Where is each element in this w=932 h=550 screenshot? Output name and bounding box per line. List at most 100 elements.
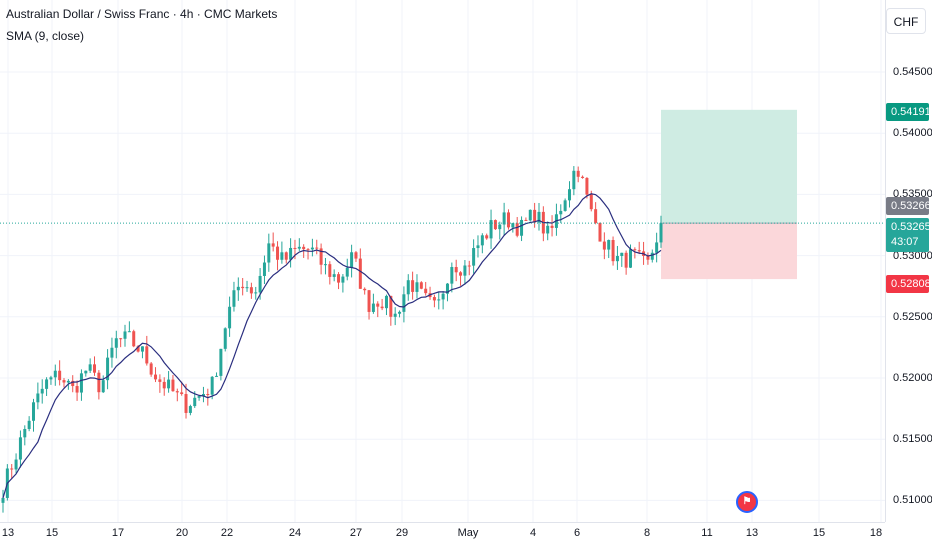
- candle: [180, 381, 184, 396]
- candle: [167, 371, 171, 393]
- candle-body: [489, 220, 493, 239]
- candle-body: [262, 262, 266, 276]
- candle-body: [188, 406, 192, 413]
- last-close-price-tag: 0.53266: [886, 197, 931, 215]
- candle: [236, 277, 240, 301]
- take-profit-zone[interactable]: [661, 109, 797, 224]
- candle-body: [249, 287, 253, 294]
- candle: [184, 383, 188, 419]
- candle-body: [563, 200, 567, 211]
- candle-body: [367, 290, 371, 312]
- candle: [633, 247, 637, 259]
- candle-body: [437, 299, 441, 301]
- candle: [315, 239, 319, 255]
- candle-body: [602, 241, 606, 250]
- candle: [581, 175, 585, 179]
- time-tick: 18: [869, 527, 883, 539]
- candle-body: [101, 380, 105, 393]
- candle: [367, 289, 371, 320]
- candle: [493, 219, 497, 230]
- candle-body: [393, 313, 397, 317]
- price-tick: 0.54000: [893, 127, 932, 140]
- currency-button[interactable]: CHF: [886, 8, 926, 34]
- candle-body: [650, 252, 654, 260]
- candle: [541, 206, 545, 242]
- candle: [132, 329, 136, 348]
- candle-body: [441, 293, 445, 300]
- time-axis-border: [0, 522, 885, 523]
- candle: [197, 395, 201, 401]
- candle: [380, 298, 384, 311]
- price-tick: 0.51500: [893, 433, 932, 446]
- candle: [337, 272, 341, 290]
- candle-body: [228, 306, 232, 329]
- candle-body: [10, 468, 14, 470]
- candle-body: [594, 209, 598, 223]
- time-tick: 13: [745, 527, 759, 539]
- candle-body: [267, 243, 271, 263]
- candle-body: [158, 379, 162, 382]
- candle: [450, 262, 454, 293]
- candle-body: [258, 275, 262, 293]
- price-tick: 0.53000: [893, 249, 932, 262]
- candle: [71, 375, 75, 393]
- candle-body: [123, 331, 127, 339]
- broker-logo-icon[interactable]: ⚑: [736, 491, 758, 513]
- grid-lines: [0, 0, 885, 522]
- candle: [506, 209, 510, 230]
- take-profit-price-tag: 0.54191: [886, 103, 931, 121]
- candle: [40, 379, 44, 404]
- candle: [271, 232, 275, 252]
- candle: [650, 249, 654, 263]
- candle-body: [585, 177, 589, 195]
- time-tick: 15: [812, 527, 826, 539]
- candle: [210, 376, 214, 400]
- price-tick: 0.51000: [893, 494, 932, 507]
- candle: [306, 248, 310, 260]
- candle: [332, 269, 336, 282]
- candle-body: [472, 248, 476, 266]
- candle: [310, 238, 314, 257]
- candle-body: [215, 375, 219, 377]
- candle: [254, 286, 258, 300]
- candle: [398, 310, 402, 318]
- candle-body: [32, 402, 36, 421]
- candle-body: [581, 176, 585, 178]
- candle-body: [402, 294, 406, 312]
- candle-body: [384, 295, 388, 309]
- candle: [467, 260, 471, 276]
- candle: [363, 287, 367, 295]
- candle: [36, 382, 40, 410]
- candle: [585, 177, 589, 199]
- candle-body: [520, 219, 524, 236]
- candle-body: [620, 252, 624, 256]
- candle: [284, 251, 288, 264]
- time-tick: 17: [111, 527, 125, 539]
- candle-body: [302, 246, 306, 250]
- candle-body: [615, 255, 619, 262]
- stop-loss-zone[interactable]: [661, 223, 797, 280]
- candle: [620, 252, 624, 267]
- price-chart[interactable]: [0, 0, 885, 522]
- candle: [323, 257, 327, 275]
- candle-body: [328, 264, 332, 277]
- candle-body: [171, 379, 175, 392]
- sma-legend[interactable]: SMA (9, close): [6, 29, 85, 43]
- candle: [276, 241, 280, 271]
- candle: [53, 364, 57, 386]
- candle: [406, 274, 410, 301]
- candle-body: [559, 210, 563, 215]
- candle: [145, 335, 149, 366]
- price-tick: 0.54500: [893, 66, 932, 78]
- candle-body: [145, 346, 149, 364]
- candle-body: [154, 374, 158, 380]
- candle-body: [498, 224, 502, 230]
- candle-body: [119, 338, 123, 340]
- candle-body: [515, 223, 519, 236]
- candle-body: [40, 388, 44, 394]
- candle-body: [236, 286, 240, 291]
- stop-loss-price-tag: 0.52808: [886, 275, 931, 293]
- candle-body: [624, 252, 628, 268]
- candle: [245, 280, 249, 292]
- candle: [624, 250, 628, 275]
